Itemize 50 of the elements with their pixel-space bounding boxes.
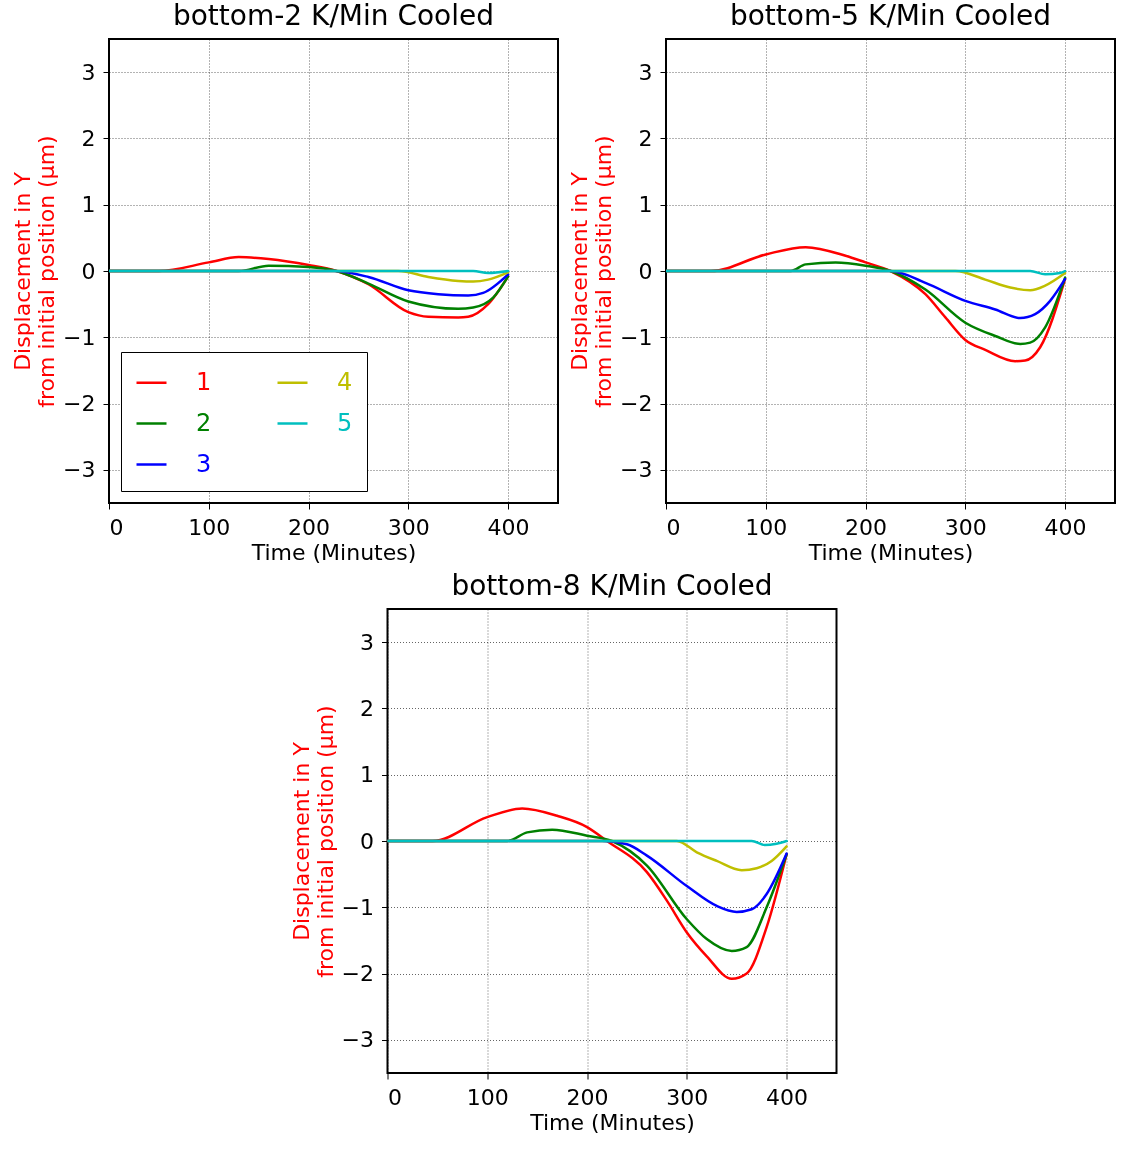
y-tick-label: 2 — [360, 695, 374, 721]
y-tick-label: −2 — [63, 391, 96, 417]
y-tick-label: 0 — [360, 828, 374, 854]
chart-title: bottom-2 K/Min Cooled — [172, 0, 495, 32]
legend-label: 4 — [337, 367, 353, 396]
x-tick-label: 300 — [666, 1084, 709, 1110]
x-tick-label: 0 — [666, 514, 681, 540]
y-tick-label: 1 — [638, 192, 653, 218]
y-axis-title: Displacement in Y from initial position (μm) — [288, 705, 338, 978]
x-axis-title: Time (Minutes) — [250, 539, 417, 565]
y-tick-label: 2 — [81, 125, 96, 151]
y-tick-label: 1 — [81, 192, 96, 218]
x-tick-label: 100 — [188, 514, 231, 540]
x-tick-label: 0 — [388, 1084, 402, 1110]
y-tick-label: 1 — [360, 762, 374, 788]
x-tick-label: 300 — [387, 514, 430, 540]
y-tick-label: 0 — [81, 258, 96, 284]
x-tick-label: 400 — [766, 1084, 809, 1110]
x-tick-label: 0 — [109, 514, 124, 540]
legend-label: 3 — [196, 449, 212, 478]
y-tick-label: 0 — [638, 258, 653, 284]
chart-title: bottom-8 K/Min Cooled — [451, 569, 773, 602]
legend-label: 2 — [196, 408, 212, 437]
y-tick-label: −3 — [341, 1027, 374, 1053]
x-tick-label: 100 — [745, 514, 788, 540]
x-tick-label: 400 — [487, 514, 530, 540]
y-tick-label: 3 — [360, 629, 374, 655]
y-tick-label: 3 — [638, 59, 653, 85]
x-tick-label: 200 — [288, 514, 331, 540]
y-tick-label: −1 — [620, 324, 653, 350]
x-tick-label: 200 — [566, 1084, 609, 1110]
chart-title: bottom-5 K/Min Cooled — [729, 0, 1052, 32]
legend-label: 5 — [337, 408, 353, 437]
x-axis-title: Time (Minutes) — [529, 1109, 695, 1135]
y-axis-title: Displacement in Y from initial position (μm) — [10, 135, 60, 408]
y-tick-label: −3 — [63, 457, 96, 483]
y-tick-label: −2 — [620, 391, 653, 417]
x-axis-title: Time (Minutes) — [807, 539, 974, 565]
y-tick-label: −1 — [341, 894, 374, 920]
y-tick-label: −1 — [63, 324, 96, 350]
legend-label: 1 — [196, 367, 212, 396]
y-tick-label: 3 — [81, 59, 96, 85]
y-tick-label: −3 — [620, 457, 653, 483]
x-tick-label: 200 — [845, 514, 888, 540]
y-tick-label: −2 — [341, 961, 374, 987]
x-tick-label: 100 — [466, 1084, 509, 1110]
x-tick-label: 400 — [1044, 514, 1087, 540]
y-tick-label: 2 — [638, 125, 653, 151]
x-tick-label: 300 — [944, 514, 987, 540]
y-axis-title: Displacement in Y from initial position (μm) — [567, 135, 617, 408]
